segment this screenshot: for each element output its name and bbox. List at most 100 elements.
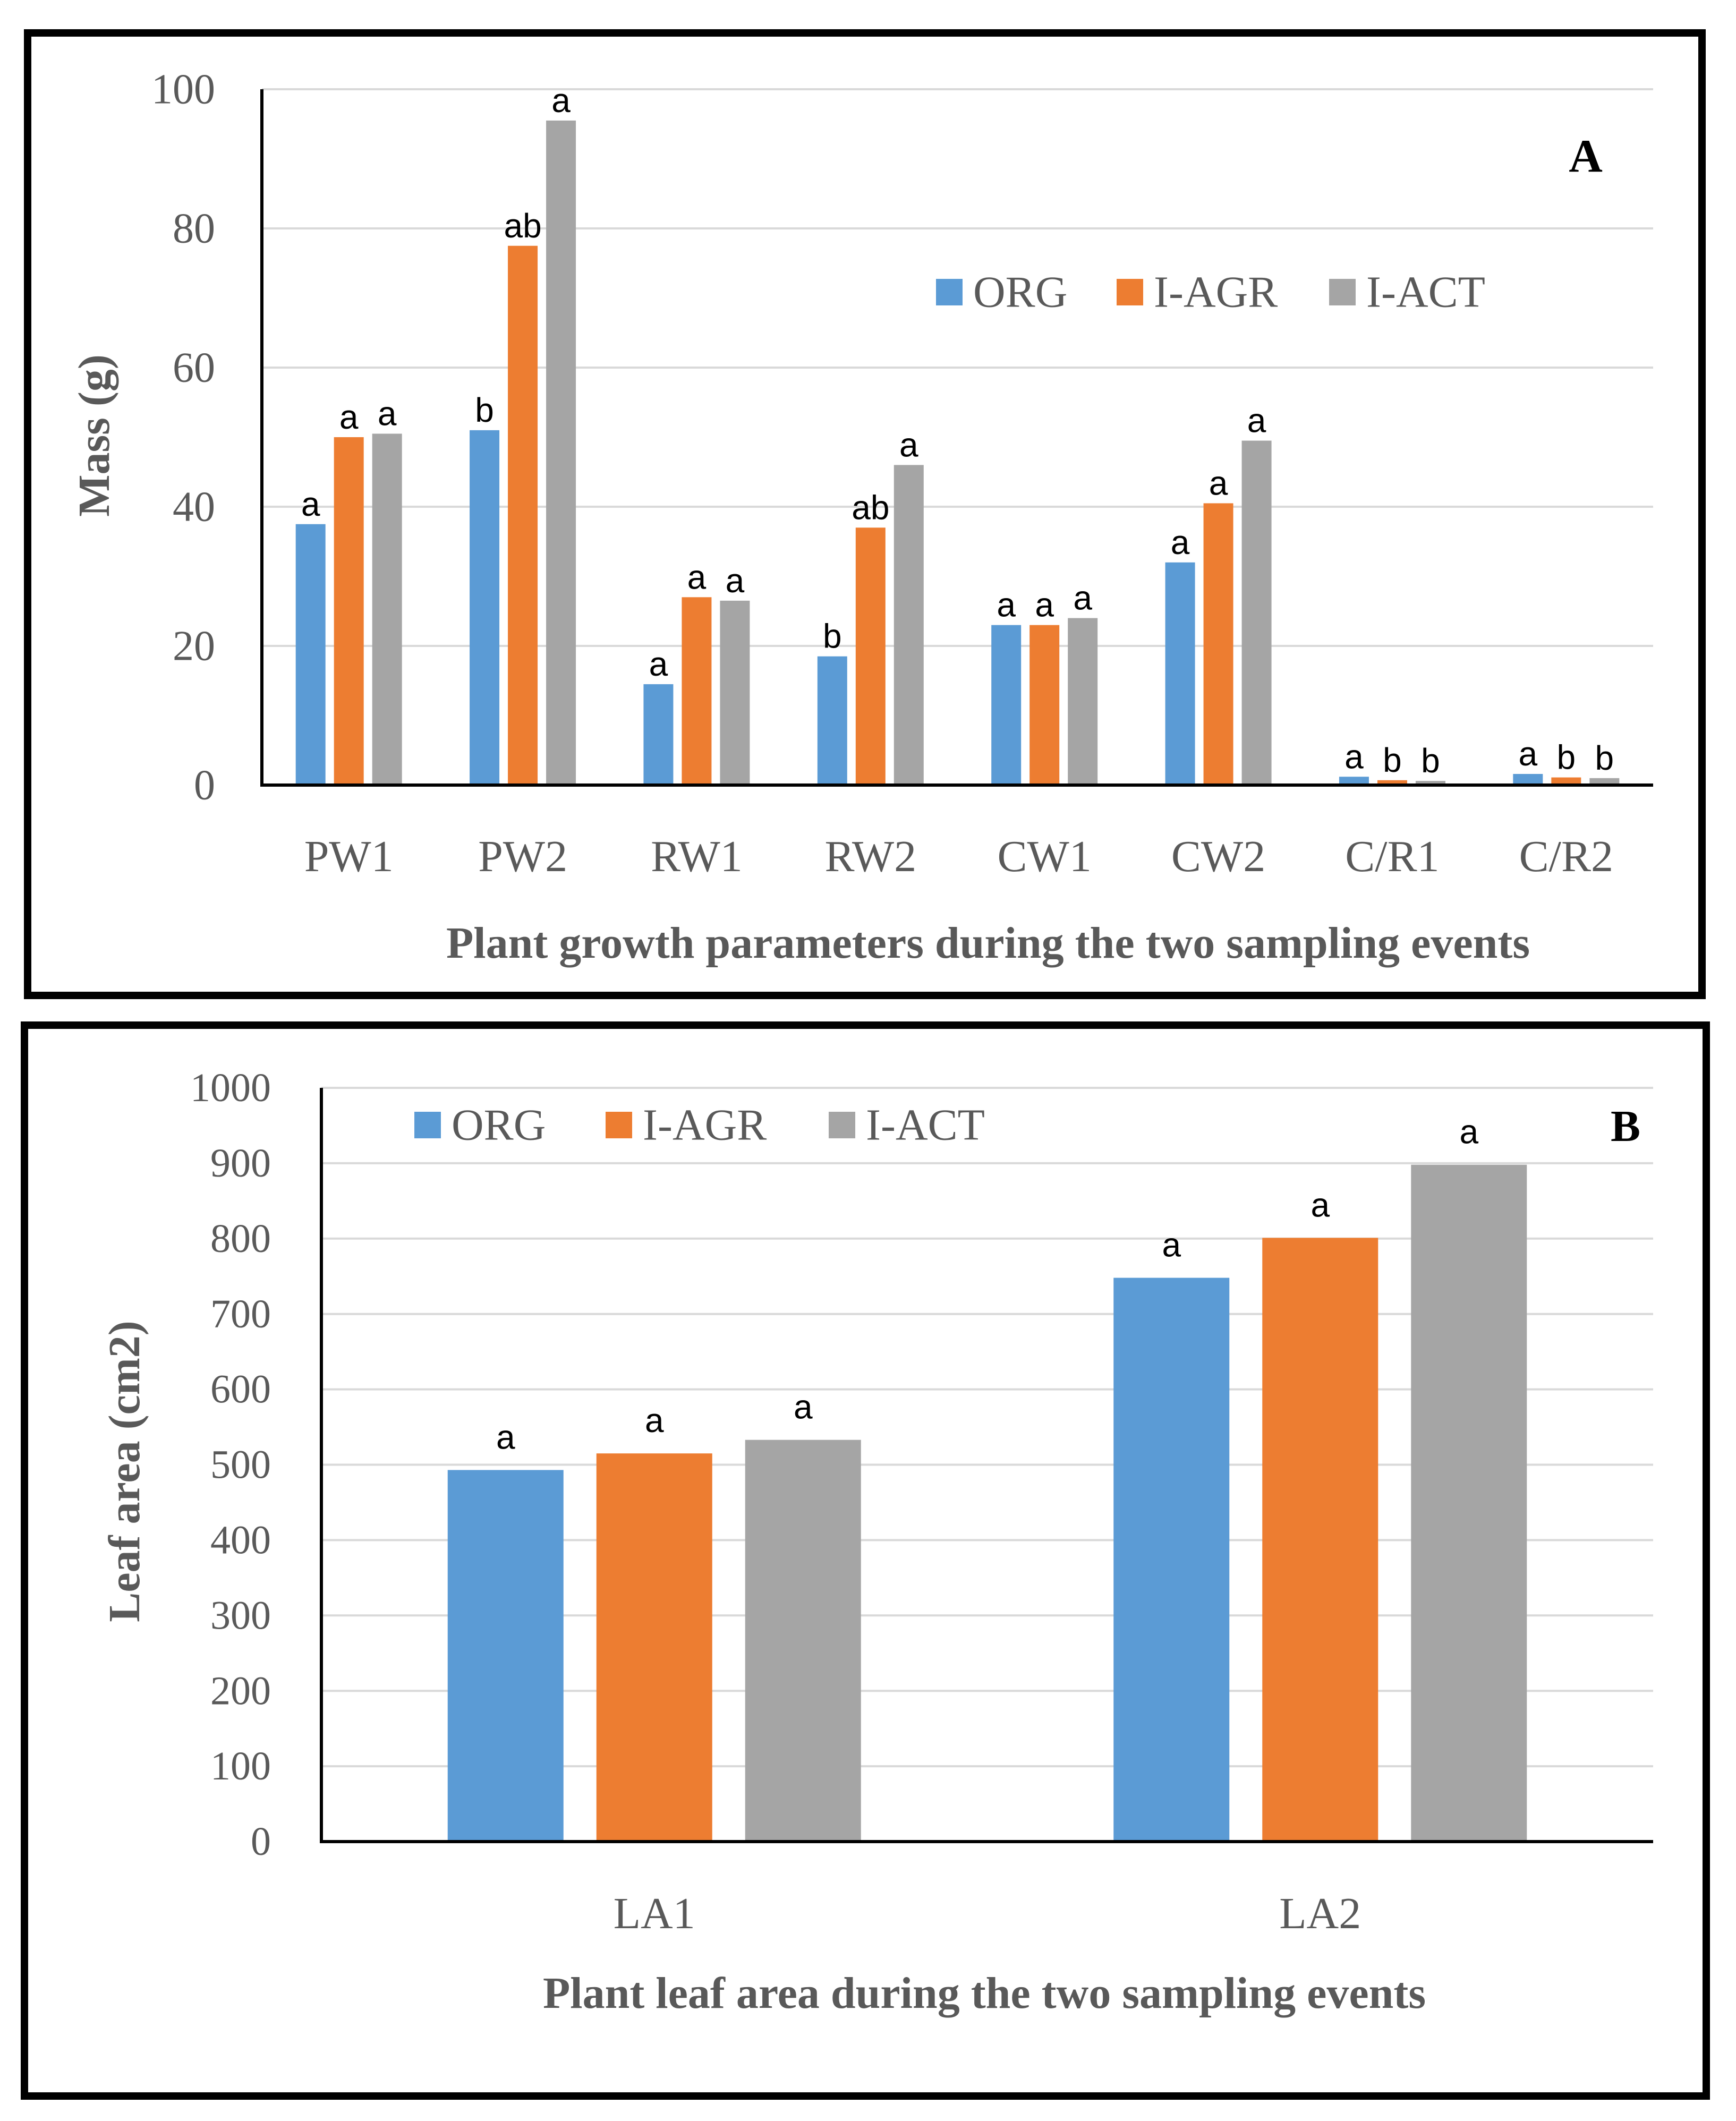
significance-letter-org-cw2: a (1171, 523, 1190, 561)
y-tick-label: 700 (210, 1292, 271, 1336)
bar-i-agr-la2 (1262, 1238, 1378, 1842)
bar-i-act-la1 (745, 1439, 861, 1842)
x-tick-label-rw2: RW2 (824, 832, 916, 881)
y-tick-label: 600 (210, 1367, 271, 1412)
legend-label-i-act: I-ACT (1366, 268, 1485, 317)
bar-i-act-c-r2 (1589, 778, 1620, 785)
panel-b-bars (447, 1164, 1527, 1842)
significance-letter-i-agr-la1: a (645, 1401, 664, 1439)
bar-org-pw2 (470, 430, 500, 785)
significance-letter-i-agr-pw1: a (339, 398, 359, 436)
bar-org-rw1 (643, 684, 674, 785)
bar-org-la1 (447, 1470, 564, 1842)
significance-letter-i-agr-la2: a (1310, 1186, 1330, 1224)
x-tick-label-la1: LA1 (614, 1889, 695, 1938)
panel-b-x-tick-labels: LA1 LA2 (614, 1889, 1361, 1938)
significance-letter-i-act-cw2: a (1247, 402, 1266, 440)
significance-letter-org-la1: a (496, 1418, 515, 1456)
bar-i-act-c-r1 (1415, 781, 1445, 785)
significance-letter-i-act-c-r1: b (1421, 742, 1440, 780)
bar-org-rw2 (817, 656, 847, 785)
bar-i-act-la2 (1411, 1164, 1527, 1842)
bar-org-la2 (1113, 1277, 1230, 1842)
panel-b-frame (21, 1021, 1710, 2100)
y-tick-label: 400 (210, 1518, 271, 1562)
bar-org-pw1 (295, 524, 326, 785)
legend-swatch-org (414, 1112, 441, 1138)
significance-letter-i-agr-pw2: ab (504, 207, 541, 245)
bar-i-agr-cw1 (1029, 625, 1060, 785)
legend-label-i-agr: I-AGR (643, 1101, 767, 1150)
significance-letter-i-agr-c-r1: b (1383, 741, 1402, 779)
panel-b-y-axis-title: Leaf area (cm2) (100, 1321, 149, 1622)
significance-letter-i-act-la2: a (1459, 1113, 1478, 1151)
bar-i-act-rw2 (893, 465, 924, 785)
y-tick-label: 500 (210, 1443, 271, 1487)
y-tick-label: 1000 (190, 1066, 271, 1110)
bar-org-c-r2 (1513, 774, 1543, 785)
significance-letter-i-agr-rw2: ab (852, 488, 889, 526)
significance-letter-i-act-rw1: a (726, 561, 745, 600)
significance-letter-i-agr-cw1: a (1035, 586, 1054, 624)
bar-i-agr-la1 (596, 1453, 712, 1842)
significance-letter-org-cw1: a (997, 586, 1016, 624)
panel-a-bars (295, 120, 1620, 786)
legend-label-i-act: I-ACT (866, 1101, 985, 1150)
bar-i-agr-c-r2 (1551, 777, 1581, 785)
bar-i-act-rw1 (720, 600, 750, 785)
significance-letter-i-act-la1: a (794, 1388, 813, 1426)
significance-letter-i-agr-rw1: a (687, 558, 707, 596)
significance-letter-org-pw2: b (475, 391, 494, 429)
legend-label-org: ORG (452, 1101, 546, 1150)
legend-swatch-i-agr (606, 1112, 632, 1138)
significance-letter-i-act-rw2: a (899, 425, 918, 464)
y-tick-label: 100 (151, 66, 215, 113)
bar-i-act-pw2 (546, 120, 576, 786)
y-tick-label: 80 (173, 205, 215, 252)
bar-i-act-cw2 (1241, 440, 1272, 785)
x-tick-label-la2: LA2 (1279, 1889, 1361, 1938)
bar-i-agr-rw2 (855, 527, 886, 785)
x-tick-label-pw1: PW1 (304, 832, 394, 881)
panel-a-y-axis-title: Mass (g) (70, 354, 119, 517)
bar-i-agr-pw2 (508, 245, 538, 785)
x-tick-label-c-r1: C/R1 (1345, 832, 1439, 881)
legend-swatch-org (936, 279, 963, 305)
significance-letter-org-c-r2: a (1519, 735, 1538, 773)
significance-letter-org-rw1: a (649, 645, 668, 683)
x-tick-label-rw1: RW1 (651, 832, 743, 881)
significance-letter-i-agr-cw2: a (1209, 464, 1228, 502)
x-tick-label-cw2: CW2 (1171, 832, 1265, 881)
x-tick-label-pw2: PW2 (478, 832, 567, 881)
y-tick-label: 40 (173, 483, 215, 530)
panel-a-frame (24, 29, 1706, 999)
significance-letter-i-act-pw2: a (551, 81, 571, 120)
y-tick-label: 100 (210, 1744, 271, 1788)
y-tick-label: 800 (210, 1216, 271, 1261)
y-tick-label: 0 (251, 1819, 271, 1864)
panel-b-significance-letters: a a a a a a (496, 1113, 1479, 1456)
panel-b-y-tick-labels: 0 100 200 300 400 500 600 700 800 900 1000 (190, 1066, 271, 1864)
panel-b-label: B (1611, 1102, 1640, 1151)
bar-i-agr-c-r1 (1377, 780, 1407, 785)
panel-a-legend: ORG I-AGR I-ACT (936, 268, 1485, 317)
significance-letter-org-pw1: a (301, 485, 320, 523)
bar-org-c-r1 (1339, 777, 1369, 785)
y-tick-label: 200 (210, 1668, 271, 1713)
significance-letter-i-act-pw1: a (378, 394, 397, 432)
x-tick-label-c-r2: C/R2 (1519, 832, 1613, 881)
bar-i-agr-cw2 (1203, 503, 1233, 785)
y-tick-label: 20 (173, 623, 215, 669)
significance-letter-i-agr-c-r2: b (1557, 738, 1576, 777)
x-tick-label-cw1: CW1 (998, 832, 1092, 881)
bar-org-cw1 (991, 625, 1022, 785)
significance-letter-org-rw2: b (823, 617, 842, 655)
panel-a-x-tick-labels: PW1 PW2 RW1 RW2 CW1 CW2 C/R1 C/R2 (304, 832, 1613, 881)
legend-swatch-i-act (1329, 279, 1356, 305)
bar-i-agr-rw1 (682, 597, 712, 785)
bar-i-act-pw1 (372, 433, 402, 785)
